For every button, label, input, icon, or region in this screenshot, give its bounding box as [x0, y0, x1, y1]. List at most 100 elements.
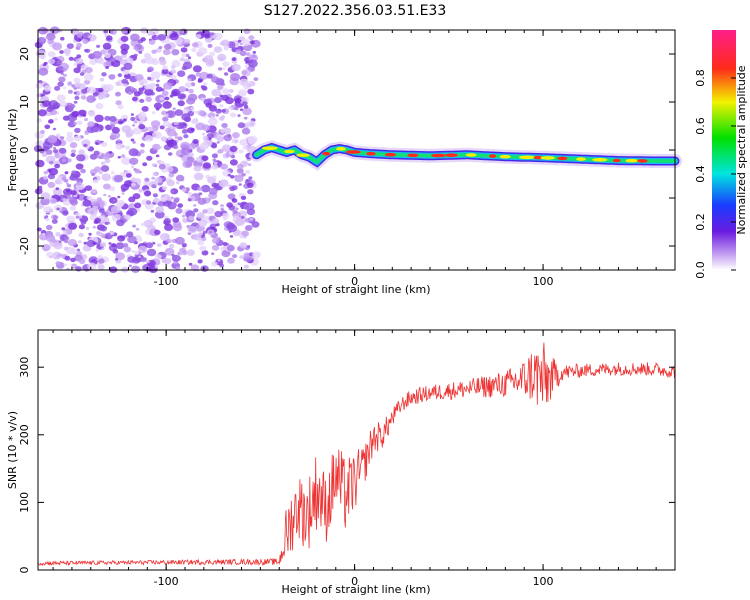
- spectrogram-noise-point: [193, 165, 202, 172]
- spectrogram-noise-point: [234, 97, 242, 104]
- spectrogram-noise-point: [77, 240, 82, 244]
- spectrogram-noise-point: [92, 92, 98, 97]
- spectrogram-noise-point: [214, 97, 222, 104]
- spectrogram-noise-point: [166, 179, 175, 187]
- spectrogram-noise-point: [229, 145, 238, 152]
- spectrogram-noise-point: [164, 101, 170, 105]
- carrier-peak: [592, 158, 608, 162]
- spectrogram-noise-point: [106, 35, 113, 41]
- spectrogram-noise-point: [82, 199, 92, 207]
- spectrogram-noise-point: [203, 230, 208, 234]
- spectrogram-noise-point: [168, 172, 175, 178]
- spectrogram-noise-point: [220, 205, 225, 209]
- spectrogram-noise-point: [158, 46, 163, 49]
- spectrogram-noise-point: [114, 258, 119, 261]
- spectrogram-noise-point: [45, 224, 53, 230]
- spectrogram-noise-point: [76, 54, 82, 59]
- spectrogram-noise-point: [98, 90, 109, 99]
- spectrogram-noise-point: [54, 163, 60, 169]
- spectrogram-noise-point: [252, 251, 261, 259]
- spectrogram-noise-point: [68, 197, 77, 204]
- spectrogram-noise-point: [211, 261, 218, 267]
- snr-x-tick-label: 0: [351, 575, 358, 588]
- spectrogram-noise-point: [142, 162, 148, 167]
- spectrogram-noise-point: [229, 235, 234, 238]
- carrier-peak: [445, 153, 458, 157]
- spectrogram-noise-point: [88, 232, 92, 236]
- snr-y-tick-label: 0: [18, 567, 31, 574]
- spectrogram-noise-point: [211, 164, 219, 170]
- spectrogram-noise-point: [201, 85, 208, 91]
- colorbar-tick-label: 0.8: [694, 69, 707, 87]
- spectrogram-noise-point: [240, 195, 247, 200]
- spectrogram-noise-point: [55, 187, 59, 191]
- spectrogram-noise-point: [115, 81, 121, 86]
- spectrogram-noise-point: [133, 53, 138, 58]
- spectrogram-noise-point: [67, 89, 73, 94]
- spectrogram-noise-point: [42, 233, 46, 236]
- spectrogram-noise-point: [76, 42, 82, 48]
- spectrogram-noise-point: [97, 58, 105, 65]
- spectrogram-noise-point: [173, 198, 180, 204]
- spectrogram-noise-point: [100, 141, 108, 148]
- spectrogram-noise-point: [76, 181, 82, 186]
- spectrogram-noise-point: [35, 82, 43, 89]
- snr-y-tick-label: 300: [18, 357, 31, 378]
- spectrogram-noise-point: [66, 158, 72, 163]
- spectrogram-noise-point: [138, 115, 146, 121]
- spectrogram-noise-point: [245, 52, 251, 56]
- spectrogram-noise-point: [217, 148, 224, 154]
- spectrogram-noise-point: [70, 190, 77, 196]
- spectrogram-noise-point: [183, 134, 189, 139]
- spectrogram-noise-point: [143, 180, 151, 186]
- spectrogram-noise-point: [145, 260, 150, 264]
- spectrogram-x-ticks: -100 0 100: [52, 30, 676, 288]
- spectrogram-noise-point: [226, 244, 235, 252]
- spectrogram-noise-point: [243, 28, 251, 35]
- spectrogram-noise-point: [115, 252, 126, 261]
- spectrogram-noise-point: [181, 187, 187, 192]
- spectrogram-noise-point: [125, 132, 132, 138]
- carrier-peak: [284, 149, 295, 154]
- spectrogram-noise-point: [211, 218, 220, 225]
- carrier-peak: [533, 155, 543, 160]
- spectrogram-noise-point: [111, 171, 115, 175]
- spectrogram-noise-point: [166, 238, 172, 244]
- spectrogram-noise-point: [221, 144, 232, 152]
- spectrogram-noise-point: [98, 87, 104, 93]
- spectrogram-noise-point: [101, 72, 107, 77]
- spectrogram-noise-point: [190, 106, 195, 110]
- spectrogram-noise-point: [117, 120, 123, 125]
- spectrogram-noise-point: [131, 165, 135, 168]
- carrier-peak: [366, 151, 376, 156]
- spectrogram-noise-point: [76, 248, 81, 252]
- spectrogram-noise-point: [159, 125, 165, 130]
- spectrogram-noise-point: [80, 168, 86, 174]
- spectrogram-noise-point: [193, 204, 197, 207]
- spectrogram-noise-point: [229, 112, 237, 118]
- spectrogram-noise-point: [96, 231, 103, 237]
- spectrogram-noise-point: [196, 212, 205, 219]
- spectrogram-noise-point: [138, 121, 143, 125]
- spectrogram-noise-point: [45, 149, 53, 155]
- spectrogram-noise-point: [66, 189, 70, 193]
- spectrogram-noise-point: [234, 106, 239, 111]
- spectrogram-noise-point: [243, 116, 248, 120]
- spectrogram-noise-point: [181, 53, 187, 58]
- spectrogram-noise-point: [242, 145, 249, 150]
- spectrogram-noise-point: [83, 241, 88, 245]
- colorbar: 0.0 0.2 0.4 0.6 0.8 Normalized spectral ampl…: [694, 30, 748, 279]
- spectrogram-noise-point: [183, 38, 191, 44]
- spectrogram-noise-point: [220, 208, 224, 211]
- spectrogram-noise-point: [67, 81, 73, 85]
- spectrogram-noise-point: [86, 86, 96, 94]
- spectrogram-noise-point: [134, 250, 140, 255]
- spectrogram-noise-point: [123, 73, 131, 80]
- spectrogram-noise-point: [211, 143, 218, 149]
- spectrogram-noise-point: [128, 91, 133, 96]
- spectrogram-noise-point: [66, 43, 74, 49]
- spectrogram-noise-point: [217, 136, 224, 142]
- spectrogram-noise-point: [247, 120, 256, 128]
- spectrogram-noise-point: [59, 136, 65, 140]
- spectrogram-noise-point: [71, 170, 76, 174]
